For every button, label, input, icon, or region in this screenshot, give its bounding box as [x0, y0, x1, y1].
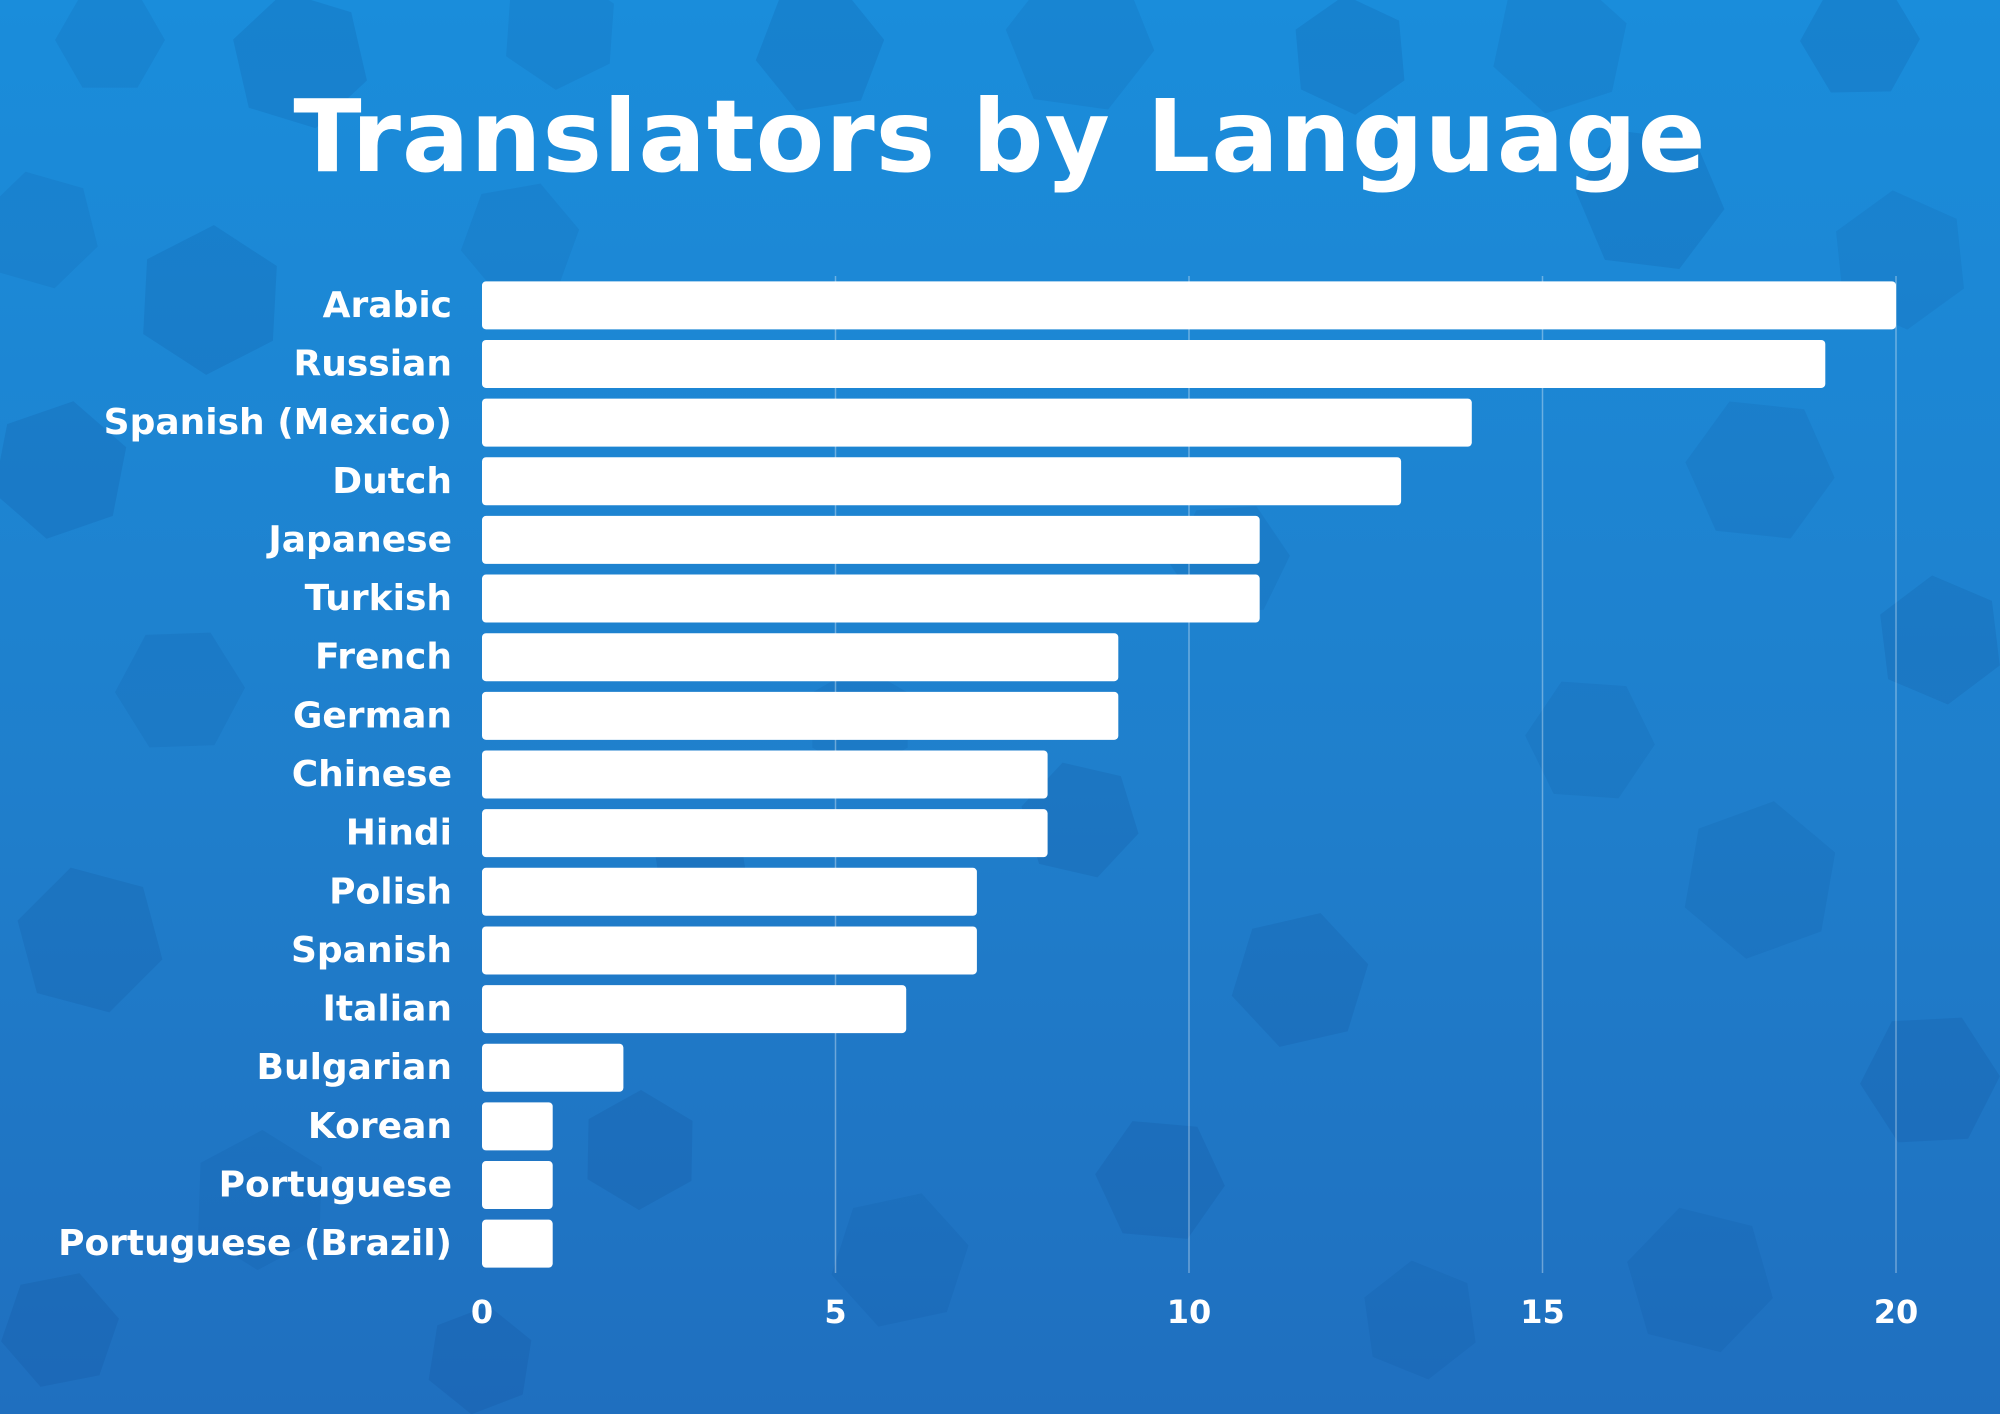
background-hexagon	[1231, 913, 1369, 1047]
bars	[482, 281, 1896, 1268]
x-tick-label: 20	[1874, 1293, 1919, 1331]
background-hexagon	[1493, 0, 1627, 114]
background-hexagon	[1627, 1207, 1773, 1353]
category-labels: Arabic Russian Spanish (Mexico) Dutch Japane…	[58, 285, 452, 1264]
background-hexagon	[1860, 1017, 2000, 1143]
bar	[482, 926, 977, 975]
bar	[482, 867, 977, 916]
bar	[482, 515, 1260, 564]
background-hexagon	[1800, 0, 1920, 93]
background-hexagon	[428, 1305, 532, 1414]
background-hexagon	[1880, 575, 2000, 705]
category-label: Korean	[308, 1106, 452, 1147]
background-hexagon	[755, 0, 885, 111]
x-axis-ticks: 0 5 10 15 20	[471, 1293, 1918, 1331]
bar	[482, 985, 907, 1034]
bar	[482, 1102, 553, 1151]
category-label: Hindi	[346, 813, 452, 854]
category-label: Bulgarian	[257, 1047, 453, 1088]
background-hexagon	[198, 1130, 322, 1270]
category-label: Portuguese	[219, 1165, 452, 1206]
category-label: Turkish	[305, 578, 452, 619]
background-hexagon	[115, 632, 245, 748]
category-label: Spanish	[291, 930, 452, 971]
background-hexagon	[460, 183, 580, 297]
bar	[482, 750, 1048, 799]
bar	[482, 691, 1119, 740]
background-hexagon	[1364, 1260, 1476, 1380]
background-hexagon	[55, 0, 165, 88]
bar	[482, 281, 1896, 330]
background-hexagon	[0, 171, 98, 289]
background-hexagon	[831, 1193, 969, 1327]
background-hexagon	[1021, 762, 1139, 878]
bar	[482, 633, 1119, 682]
category-label: German	[293, 695, 452, 736]
category-label: French	[315, 637, 452, 678]
bar	[482, 1161, 553, 1210]
background-hexagon	[1, 1273, 119, 1387]
category-label: Russian	[294, 343, 452, 384]
background-hexagon	[1684, 801, 1836, 959]
background-hexagon	[143, 225, 277, 375]
x-tick-label: 15	[1520, 1293, 1565, 1331]
x-tick-label: 5	[824, 1293, 846, 1331]
background-hexagon	[1685, 401, 1835, 539]
bar	[482, 1043, 624, 1092]
bar	[482, 339, 1826, 388]
bar	[482, 574, 1260, 623]
category-label: Polish	[329, 871, 452, 912]
category-label: Dutch	[332, 461, 452, 502]
background-hexagon	[587, 1090, 693, 1210]
bar	[482, 1219, 553, 1268]
background-hexagon	[1095, 1121, 1225, 1239]
bar	[482, 457, 1402, 506]
category-label: Arabic	[323, 285, 452, 326]
category-label: Chinese	[292, 754, 452, 795]
background-hexagon	[1295, 0, 1405, 115]
chart-title: Translators by Language	[293, 78, 1707, 195]
background-hexagon	[1005, 0, 1155, 110]
x-tick-label: 10	[1167, 1293, 1212, 1331]
bar	[482, 398, 1472, 447]
background-hexagon	[1575, 131, 1725, 269]
category-label: Spanish (Mexico)	[104, 402, 452, 443]
bar	[482, 809, 1048, 858]
background-hexagon	[506, 0, 614, 90]
background-hexagon	[233, 0, 367, 129]
background-hexagon	[1525, 681, 1655, 799]
x-tick-label: 0	[471, 1293, 493, 1331]
background-hexagon	[0, 401, 127, 539]
category-label: Italian	[323, 989, 453, 1030]
category-label: Portuguese (Brazil)	[58, 1223, 452, 1264]
category-label: Japanese	[265, 519, 452, 560]
background-hexagon	[17, 867, 163, 1013]
